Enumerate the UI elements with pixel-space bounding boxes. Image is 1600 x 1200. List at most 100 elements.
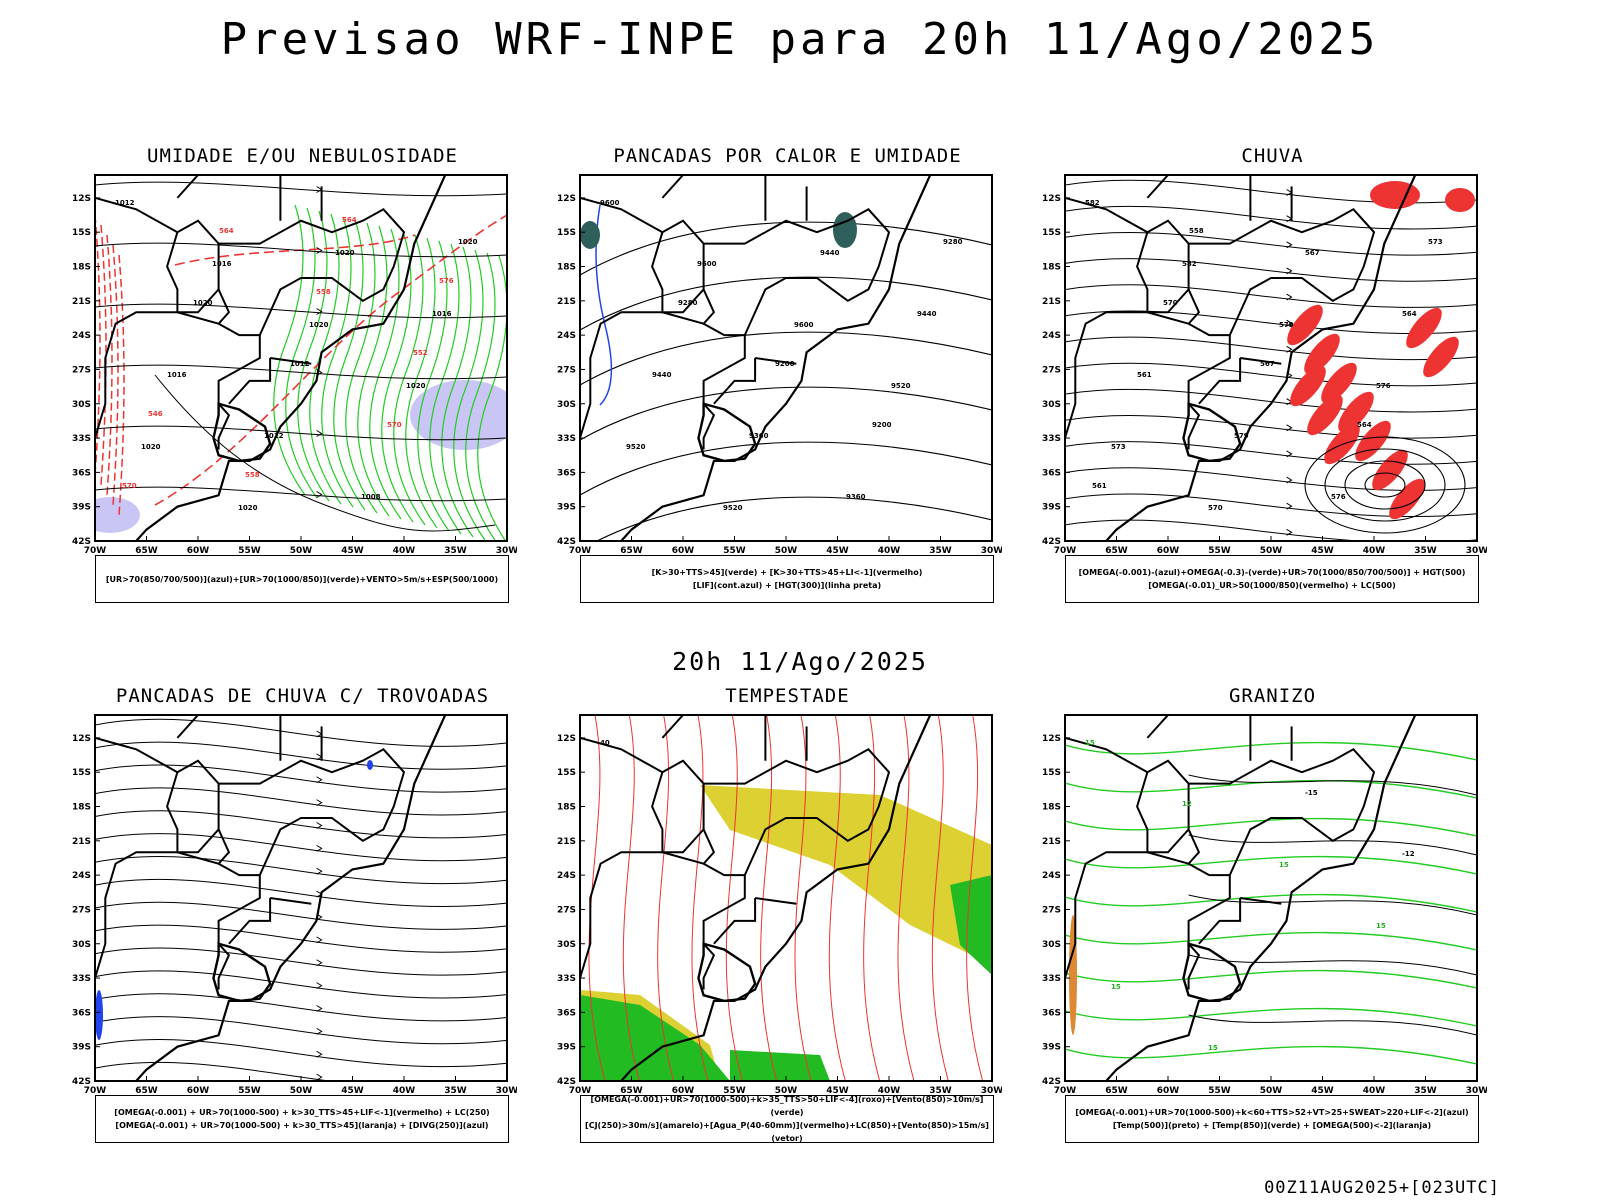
x-tick-label: 45W: [826, 546, 849, 556]
y-tick-label: 33S: [72, 434, 91, 444]
contour-label: 1020: [309, 321, 329, 329]
contour-label: 1008: [361, 493, 381, 501]
x-tick-label: 35W: [1414, 1086, 1437, 1096]
x-tick-label: 50W: [1260, 1086, 1283, 1096]
y-tick-label: 30S: [1042, 400, 1061, 410]
x-tick-label: 30W: [496, 546, 517, 556]
x-tick-label: 40W: [878, 1086, 901, 1096]
contour-label: 576: [439, 277, 454, 285]
y-tick-label: 42S: [72, 537, 91, 547]
y-tick-label: 21S: [1042, 297, 1061, 307]
panel-legend: [OMEGA(-0.001)-(azul)+OMEGA(-0.3)-(verde…: [1065, 555, 1479, 603]
panel-title: GRANIZO: [1228, 685, 1317, 707]
y-tick-label: 39S: [557, 1043, 576, 1053]
y-tick-label: 39S: [1042, 1043, 1061, 1053]
x-tick-label: 30W: [981, 546, 1002, 556]
contour-label: 15: [1085, 739, 1095, 747]
x-tick-label: 65W: [135, 546, 158, 556]
y-tick-label: 24S: [1042, 871, 1061, 881]
contour-label: 9520: [723, 504, 743, 512]
y-tick-label: 36S: [72, 468, 91, 478]
legend-line: [OMEGA(-0.001)+UR>70(1000-500)+k<60+TTS>…: [1075, 1108, 1469, 1117]
y-tick-label: 18S: [1042, 803, 1061, 813]
x-tick-label: 70W: [84, 546, 107, 556]
x-tick-label: 65W: [1105, 1086, 1128, 1096]
y-tick-label: 33S: [1042, 974, 1061, 984]
x-tick-label: 40W: [1363, 546, 1386, 556]
page-title: Previsao WRF-INPE para 20h 11/Ago/2025: [220, 14, 1380, 65]
legend-line: [OMEGA(-0.001)+UR>70(1000-500)+k>35_TTS>…: [590, 1095, 984, 1117]
contour-label: 576: [1331, 493, 1346, 501]
x-tick-label: 50W: [290, 546, 313, 556]
x-tick-label: 60W: [1157, 1086, 1180, 1096]
y-tick-label: 24S: [1042, 331, 1061, 341]
forecast-time-subtitle: 20h 11/Ago/2025: [672, 647, 928, 676]
contour-label: 9360: [749, 432, 769, 440]
y-tick-label: 42S: [72, 1077, 91, 1087]
x-tick-label: 55W: [1208, 546, 1231, 556]
legend-line: [OMEGA(-0.01)_UR>50(1000/850)(vermelho) …: [1148, 581, 1396, 590]
x-tick-label: 40W: [393, 1086, 416, 1096]
x-tick-label: 40W: [1363, 1086, 1386, 1096]
y-tick-label: 24S: [557, 331, 576, 341]
y-tick-label: 24S: [72, 331, 91, 341]
y-tick-label: 15S: [557, 228, 576, 238]
x-tick-label: 45W: [826, 1086, 849, 1096]
x-tick-label: 55W: [238, 1086, 261, 1096]
contour-label: 582: [1182, 260, 1197, 268]
x-tick-label: 45W: [341, 1086, 364, 1096]
y-tick-label: 39S: [72, 503, 91, 513]
legend-line: [LIF](cont.azul) + [HGT(300)](linha pret…: [692, 581, 882, 590]
panel-title: PANCADAS DE CHUVA C/ TROVOADAS: [115, 685, 490, 707]
x-tick-label: 55W: [1208, 1086, 1231, 1096]
contour-label: 564: [1402, 310, 1417, 318]
y-tick-label: 42S: [557, 537, 576, 547]
y-tick-label: 33S: [557, 434, 576, 444]
weather-map: 582 582 579 576 573 570 567 564 561 579 576 573 570 5…: [1042, 174, 1487, 556]
contour-label: 9200: [775, 360, 795, 368]
y-tick-label: 18S: [1042, 263, 1061, 273]
contour-label: 576: [1376, 382, 1391, 390]
contour-label: 1016: [432, 310, 452, 318]
legend-line: [OMEGA(-0.001) + UR>70(1000-500) + k>30_…: [115, 1121, 489, 1130]
legend-line: [OMEGA(-0.001) + UR>70(1000-500) + k>30_…: [114, 1108, 490, 1117]
x-tick-label: 35W: [444, 546, 467, 556]
x-tick-label: 60W: [672, 1086, 695, 1096]
y-tick-label: 15S: [557, 768, 576, 778]
forecast-panel-5: TEMPESTADE 40 12S 15S 18S 21S 24S 27S 30S 33S 36S 3…: [557, 685, 1075, 1165]
y-tick-label: 39S: [1042, 503, 1061, 513]
x-tick-label: 45W: [341, 546, 364, 556]
y-tick-label: 15S: [1042, 768, 1061, 778]
contour-label: 9600: [794, 321, 814, 329]
contour-label: 573: [1111, 443, 1126, 451]
x-tick-label: 55W: [238, 546, 261, 556]
contour-label: 1020: [458, 238, 478, 246]
y-tick-label: 12S: [72, 734, 91, 744]
y-tick-label: 30S: [72, 940, 91, 950]
contour-label: 564: [219, 227, 234, 235]
y-tick-label: 39S: [72, 1043, 91, 1053]
y-tick-label: 15S: [72, 228, 91, 238]
y-tick-label: 21S: [557, 297, 576, 307]
contour-label: 552: [413, 349, 428, 357]
x-tick-label: 65W: [1105, 546, 1128, 556]
y-tick-label: 24S: [72, 871, 91, 881]
x-tick-label: 60W: [1157, 546, 1180, 556]
x-tick-label: 70W: [1054, 546, 1077, 556]
contour-label: 9520: [891, 382, 911, 390]
weather-map: 9600 9600 9600 9520 9520 9520 9440 9440 9440 9360…: [557, 174, 1002, 556]
y-tick-label: 12S: [1042, 734, 1061, 744]
contour-label: 570: [387, 421, 402, 429]
y-tick-label: 27S: [557, 905, 576, 915]
legend-line: [OMEGA(-0.001)-(azul)+OMEGA(-0.3)-(verde…: [1078, 568, 1466, 577]
y-tick-label: 27S: [557, 365, 576, 375]
y-tick-label: 27S: [72, 905, 91, 915]
contour-label: 1016: [212, 260, 232, 268]
x-tick-label: 50W: [1260, 546, 1283, 556]
y-tick-label: 12S: [557, 194, 576, 204]
y-tick-label: 42S: [1042, 537, 1061, 547]
contour-label: 15: [1111, 983, 1121, 991]
panel-title: PANCADAS POR CALOR E UMIDADE: [613, 145, 962, 167]
x-tick-label: 35W: [1414, 546, 1437, 556]
y-tick-label: 30S: [557, 940, 576, 950]
